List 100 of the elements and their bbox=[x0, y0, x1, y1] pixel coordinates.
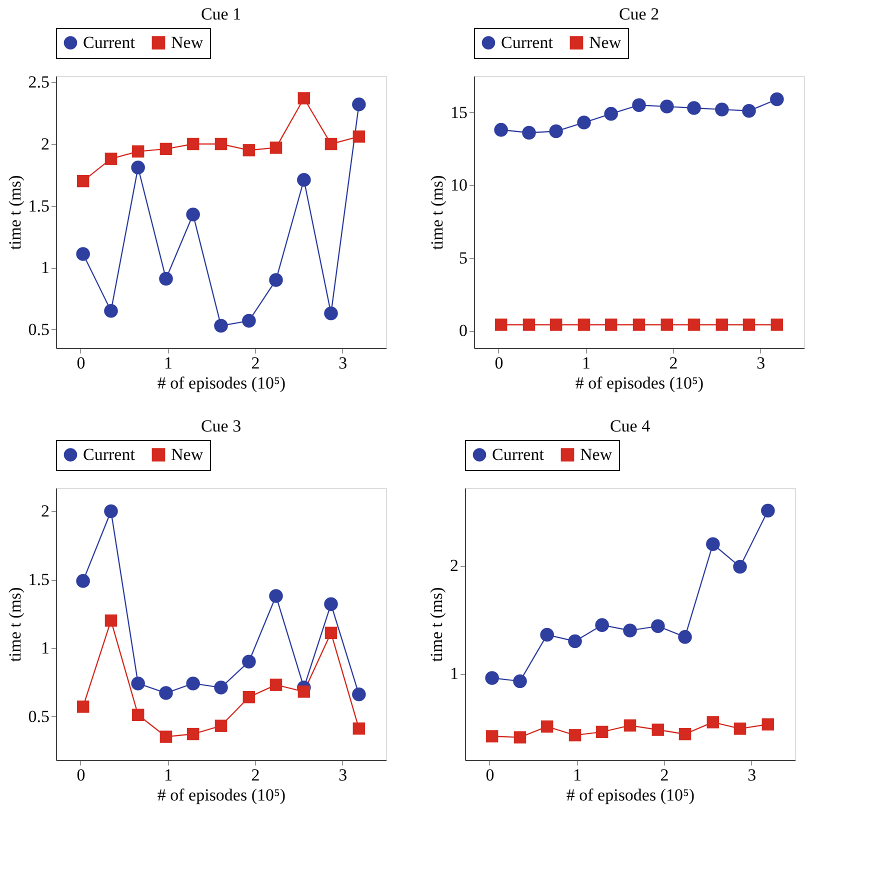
point bbox=[540, 628, 554, 642]
point bbox=[132, 708, 144, 722]
point bbox=[214, 318, 228, 333]
point bbox=[595, 618, 609, 632]
point bbox=[159, 272, 173, 286]
point bbox=[770, 92, 784, 106]
point bbox=[214, 720, 228, 732]
point bbox=[706, 537, 720, 552]
point bbox=[242, 691, 256, 704]
x-axis-title: # of episodes (10⁵) bbox=[157, 374, 286, 392]
point bbox=[742, 318, 756, 331]
y-axis-title: time t (ms) bbox=[427, 587, 446, 662]
x-tick-label: 1 bbox=[164, 766, 172, 784]
legend-label: New bbox=[589, 32, 622, 52]
x-tick-label: 1 bbox=[572, 766, 582, 784]
legend-label: Current bbox=[501, 32, 554, 52]
y-axis-title: time t (ms) bbox=[428, 175, 446, 250]
point bbox=[604, 106, 618, 121]
point bbox=[270, 678, 282, 691]
point bbox=[596, 726, 608, 738]
point bbox=[131, 676, 145, 690]
x-tick-label: 2 bbox=[660, 766, 669, 784]
y-tick-label: 1 bbox=[41, 638, 50, 658]
point bbox=[159, 686, 173, 700]
point bbox=[742, 104, 756, 118]
point bbox=[513, 674, 527, 688]
x-tick-label: 1 bbox=[164, 354, 172, 372]
point bbox=[678, 728, 692, 740]
point bbox=[522, 126, 536, 140]
y-tick-label: 2.5 bbox=[28, 72, 50, 92]
point bbox=[485, 671, 499, 685]
y-tick-label: 0.5 bbox=[28, 320, 50, 339]
point bbox=[214, 138, 228, 150]
point bbox=[324, 138, 338, 150]
point bbox=[494, 318, 508, 331]
legend-label: New bbox=[171, 32, 204, 52]
y-tick-label: 5 bbox=[459, 248, 468, 268]
chart-title: Cue 1 bbox=[200, 4, 242, 24]
y-tick-label: 1 bbox=[41, 258, 50, 278]
x-axis-title: # of episodes (10⁵) bbox=[157, 786, 286, 804]
y-tick-label: 10 bbox=[450, 176, 468, 195]
point bbox=[242, 654, 256, 668]
point bbox=[494, 122, 508, 137]
y-tick-label: 15 bbox=[450, 102, 468, 122]
point bbox=[186, 676, 200, 690]
point bbox=[514, 731, 526, 744]
point bbox=[352, 98, 366, 112]
y-tick-label: 0.5 bbox=[28, 706, 50, 726]
legend-label: New bbox=[580, 444, 613, 464]
point bbox=[706, 716, 720, 728]
point bbox=[297, 172, 311, 187]
y-tick-label: 2 bbox=[41, 502, 50, 521]
point bbox=[104, 152, 118, 165]
x-axis-title: # of episodes (10⁵) bbox=[575, 374, 704, 392]
point bbox=[623, 624, 637, 638]
y-tick-label: 1.5 bbox=[28, 196, 50, 216]
legend-label: Current bbox=[83, 32, 136, 52]
y-tick-label: 1.5 bbox=[28, 570, 50, 590]
y-tick-label: 0 bbox=[459, 321, 468, 340]
x-tick-label: 3 bbox=[338, 354, 348, 372]
point bbox=[76, 174, 90, 188]
point bbox=[687, 101, 701, 115]
point bbox=[324, 626, 338, 640]
x-tick-label: 3 bbox=[338, 766, 348, 784]
legend-label: New bbox=[171, 444, 204, 464]
point bbox=[624, 719, 636, 732]
y-axis-title: time t (ms) bbox=[5, 175, 24, 250]
point bbox=[132, 145, 144, 158]
point bbox=[76, 700, 90, 713]
point bbox=[733, 560, 747, 574]
chart-title: Cue 4 bbox=[610, 416, 651, 436]
x-axis-title: # of episodes (10⁵) bbox=[566, 786, 695, 804]
point bbox=[770, 318, 784, 331]
x-tick-label: 0 bbox=[486, 766, 494, 784]
point bbox=[352, 688, 366, 702]
x-tick-label: 0 bbox=[494, 354, 504, 372]
point bbox=[131, 160, 145, 174]
point bbox=[269, 273, 283, 287]
point bbox=[160, 142, 172, 156]
point bbox=[352, 130, 366, 143]
x-tick-label: 0 bbox=[76, 766, 86, 784]
x-tick-label: 0 bbox=[76, 354, 86, 372]
point bbox=[186, 208, 200, 222]
point bbox=[104, 504, 118, 518]
point bbox=[734, 722, 746, 735]
point bbox=[522, 318, 536, 331]
point bbox=[652, 724, 664, 736]
point bbox=[660, 100, 674, 114]
point bbox=[762, 718, 774, 731]
point bbox=[632, 318, 646, 331]
point bbox=[76, 247, 90, 261]
point bbox=[550, 318, 562, 331]
point bbox=[568, 634, 582, 648]
point bbox=[678, 630, 692, 644]
point bbox=[352, 722, 366, 735]
point bbox=[76, 574, 90, 588]
point bbox=[104, 304, 118, 318]
x-tick-label: 3 bbox=[756, 354, 766, 372]
x-tick-label: 1 bbox=[582, 354, 590, 372]
point bbox=[324, 306, 338, 320]
